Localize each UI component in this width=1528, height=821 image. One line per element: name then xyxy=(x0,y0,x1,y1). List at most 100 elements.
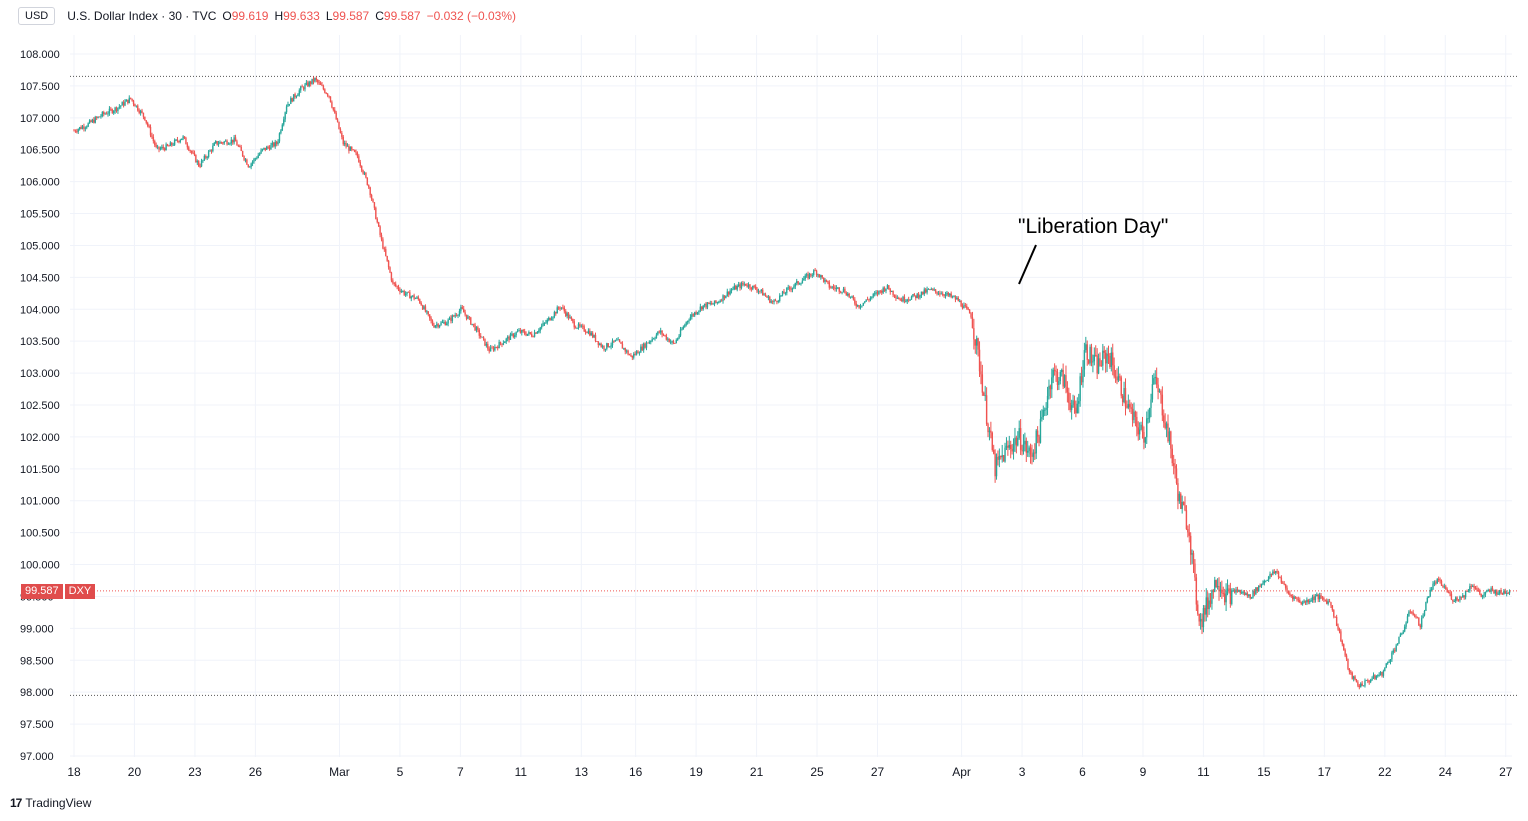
candle-body xyxy=(322,85,325,90)
candle-body xyxy=(203,156,206,161)
candle-body xyxy=(971,317,974,329)
candle-body xyxy=(1221,589,1223,594)
candle-body xyxy=(1051,377,1053,390)
candle-body xyxy=(978,349,981,372)
candle-body xyxy=(254,158,257,160)
x-tick-label: 6 xyxy=(1079,765,1086,779)
candle-body xyxy=(419,299,421,303)
candle-body xyxy=(370,194,373,200)
candle-body xyxy=(457,315,459,316)
candle-body xyxy=(1214,580,1216,592)
candle-body xyxy=(358,156,360,163)
candle-body xyxy=(1432,583,1434,590)
candle-body xyxy=(294,94,296,98)
candle-body xyxy=(570,317,573,320)
candle-body xyxy=(542,323,544,326)
candle-body xyxy=(779,295,781,301)
candle-body xyxy=(171,142,173,145)
candle-body xyxy=(1433,582,1436,584)
candle-body xyxy=(591,332,594,338)
candle-body xyxy=(1039,418,1042,443)
x-tick-label: 21 xyxy=(750,765,764,779)
candle-body xyxy=(301,86,303,88)
candle-body xyxy=(1068,392,1070,403)
candle-body xyxy=(545,322,547,324)
currency-selector[interactable]: USD xyxy=(18,7,56,25)
last-price-value: 99.587 xyxy=(21,584,63,599)
candle-body xyxy=(260,150,262,154)
candle-body xyxy=(1330,602,1332,606)
candle-body xyxy=(329,96,332,103)
candle-body xyxy=(601,346,604,348)
candle-body xyxy=(847,293,849,296)
candle-body xyxy=(873,293,876,295)
candle-body xyxy=(363,172,366,174)
candle-body xyxy=(502,342,505,345)
candle-body xyxy=(1151,384,1154,400)
candle-body xyxy=(173,140,176,145)
candle-body xyxy=(1331,605,1334,611)
candle-body xyxy=(807,274,809,279)
candle-body xyxy=(318,82,320,84)
candle-body xyxy=(920,291,923,296)
candle-body xyxy=(380,234,383,240)
candle-body xyxy=(1316,594,1318,597)
candle-body xyxy=(1090,346,1093,363)
candle-body xyxy=(1378,674,1380,676)
candle-body xyxy=(1326,600,1328,604)
candle-body xyxy=(1314,596,1317,601)
candle-body xyxy=(1093,354,1096,362)
candle-body xyxy=(706,302,709,308)
candle-body xyxy=(368,185,370,188)
candle-body xyxy=(516,331,519,333)
candle-body xyxy=(695,312,697,314)
candle-body xyxy=(1405,622,1407,627)
candle-body xyxy=(557,307,560,309)
candle-body xyxy=(216,141,218,145)
candle-body xyxy=(292,94,295,102)
candle-body xyxy=(705,303,707,308)
candle-body xyxy=(1464,591,1467,598)
candle-body xyxy=(1095,354,1097,356)
candle-body xyxy=(941,293,944,295)
candle-body xyxy=(501,343,503,345)
candle-body xyxy=(104,113,106,115)
candle-body xyxy=(607,343,609,348)
candle-body xyxy=(960,300,962,307)
candle-body xyxy=(1180,493,1182,509)
candle-body xyxy=(912,294,914,297)
candle-body xyxy=(481,336,483,338)
tradingview-brand[interactable]: 17 TradingView xyxy=(10,796,91,810)
candle-body xyxy=(1209,600,1212,604)
candle-body xyxy=(539,327,541,331)
candle-body xyxy=(125,99,128,102)
candle-body xyxy=(577,324,580,328)
open-value: 99.619 xyxy=(231,9,269,23)
y-tick-label: 102.500 xyxy=(20,400,60,412)
candle-body xyxy=(916,293,918,298)
candle-body xyxy=(991,432,993,450)
candle-body xyxy=(1164,422,1166,429)
candle-body xyxy=(522,330,524,332)
candle-body xyxy=(1394,650,1396,652)
candle-body xyxy=(1335,616,1338,626)
candle-body xyxy=(311,78,313,84)
candle-body xyxy=(567,313,570,319)
candle-body xyxy=(688,320,690,321)
candle-body xyxy=(1232,590,1234,591)
candle-body xyxy=(178,140,180,142)
candle-body xyxy=(1089,346,1091,364)
candle-body xyxy=(599,343,601,345)
candle-body xyxy=(681,329,683,331)
candle-body xyxy=(923,289,925,295)
candle-body xyxy=(990,430,992,433)
candle-body xyxy=(543,322,546,324)
candle-body xyxy=(83,126,85,129)
candle-body xyxy=(1276,571,1278,572)
candle-body xyxy=(220,141,223,143)
candle-body xyxy=(565,311,567,316)
candle-body xyxy=(855,303,857,307)
candle-body xyxy=(780,295,782,297)
candle-body xyxy=(154,141,156,146)
